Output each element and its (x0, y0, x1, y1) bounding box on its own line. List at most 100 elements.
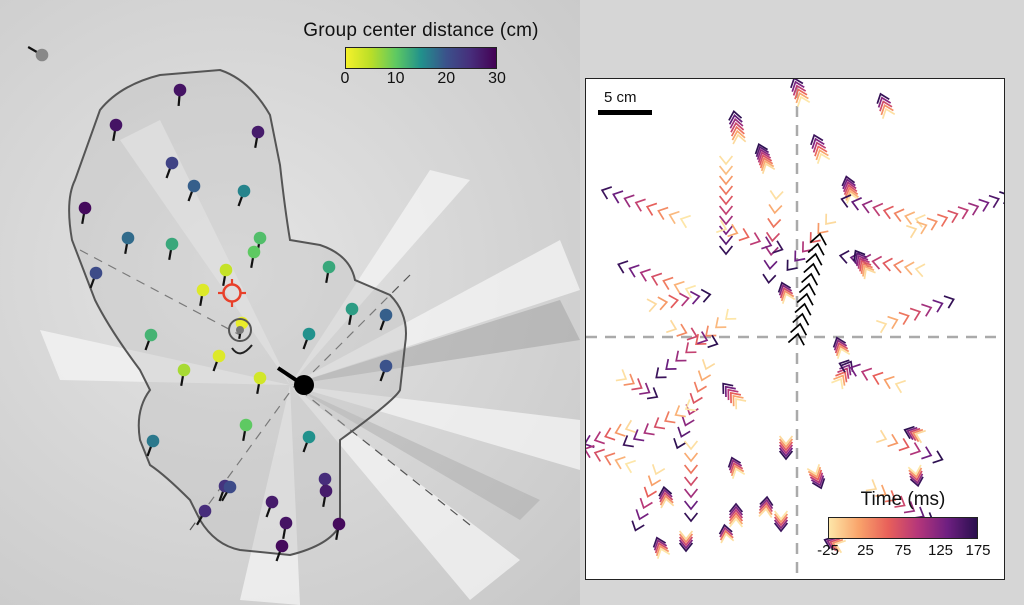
trajectory-chevron (728, 502, 744, 513)
trajectory-chevron (786, 259, 798, 272)
fish-trajectory (806, 464, 826, 490)
trajectory-chevron (781, 292, 796, 304)
trajectory-chevron (673, 437, 687, 450)
time-colorbar (828, 517, 978, 539)
fish-marker (302, 327, 316, 350)
fish-marker (219, 263, 233, 286)
trajectory-chevron (646, 387, 659, 400)
trajectory-chevron (835, 344, 850, 357)
fish-trajectory (777, 281, 796, 304)
fish-marker (253, 371, 267, 394)
shadow-fan (290, 300, 580, 385)
trajectory-chevron (914, 214, 926, 228)
trajectory-chevron (773, 510, 789, 521)
fish-head (165, 156, 179, 170)
fish-marker (345, 302, 359, 325)
fish-trajectory (832, 336, 851, 359)
trajectory-chevron (914, 429, 926, 444)
fish-trajectory (903, 425, 926, 444)
trajectory-chevron (683, 464, 699, 475)
trajectory-chevron (718, 205, 734, 216)
fish-trajectory (600, 186, 691, 229)
trajectory-chevron (829, 537, 841, 552)
trajectory-chevron (728, 113, 743, 125)
trajectory-chevron (689, 290, 701, 305)
trajectory-chevron (655, 544, 670, 557)
fish-head (237, 184, 251, 198)
trajectory-chevron (834, 342, 849, 354)
fish-trajectory (622, 399, 697, 448)
trajectory-chevron (664, 411, 676, 424)
trajectory-chevron (773, 513, 789, 524)
fish-head (78, 201, 92, 215)
trajectory-chevron (850, 197, 862, 211)
trajectory-chevron (837, 367, 850, 379)
trajectory-chevron (731, 129, 746, 141)
trajectory-chevron (622, 435, 634, 448)
trajectory-chevron (790, 322, 808, 336)
trajectory-chevron (635, 509, 649, 521)
trajectory-chevron (729, 462, 744, 474)
trajectory-chevron (831, 377, 844, 390)
fish-head (265, 495, 279, 509)
trajectory-chevron (660, 497, 675, 509)
fish-trajectory (615, 369, 659, 400)
fish-trajectory (631, 464, 666, 532)
trajectory-chevron (908, 467, 923, 479)
group-center-icon (228, 318, 252, 342)
trajectory-chevron (593, 431, 605, 445)
trajectory-chevron (791, 80, 805, 92)
trajectory-chevron (872, 202, 884, 217)
trajectory-chevron (679, 292, 690, 307)
trajectory-chevron (887, 315, 899, 330)
trajectory-chevron (879, 100, 893, 112)
fish-trajectory (907, 464, 924, 488)
trajectory-chevron (650, 272, 663, 286)
trajectory-chevron (600, 186, 613, 200)
trajectory-chevron (968, 202, 980, 216)
fish-marker (237, 184, 251, 207)
fish-trajectory (586, 419, 636, 449)
trajectory-chevron (724, 385, 736, 398)
trajectory-chevron (718, 175, 734, 186)
trajectory-chevron (728, 511, 744, 522)
fish-trajectory (758, 495, 774, 518)
trajectory-chevron (719, 529, 734, 541)
trajectory-chevron (876, 319, 888, 334)
trajectory-chevron (668, 294, 680, 309)
trajectory-chevron (894, 379, 906, 394)
distance-colorbar (345, 47, 497, 69)
trajectory-chevron (643, 423, 655, 436)
trajectory-chevron (768, 203, 783, 215)
fish-trajectory (678, 530, 694, 553)
trajectory-chevron (761, 236, 773, 250)
trajectory-chevron (779, 287, 794, 299)
trajectory-chevron (658, 485, 673, 497)
fish-marker (221, 480, 237, 502)
trajectory-chevron (907, 464, 922, 476)
trajectory-chevron (718, 215, 734, 226)
trajectory-chevron (684, 284, 696, 299)
trajectory-chevron (909, 307, 922, 321)
trajectory-chevron (632, 429, 645, 442)
trajectory-chevron (732, 133, 747, 145)
fish-marker (322, 260, 336, 283)
scalebar-label: 5 cm (604, 89, 637, 106)
trajectory-chevron (862, 265, 875, 277)
trajectory-chevron (865, 479, 878, 492)
fish-trajectory (722, 382, 747, 410)
fish-trajectory (727, 456, 746, 479)
fish-head (144, 328, 158, 342)
fish-head (198, 504, 212, 518)
trajectory-chevron (700, 288, 712, 303)
trajectory-chevron (697, 370, 712, 382)
trajectory-chevron (796, 292, 814, 306)
trajectory-chevron (796, 95, 811, 107)
light-fan (40, 330, 290, 385)
trajectory-chevron (808, 469, 823, 481)
trajectory-chevron (790, 79, 804, 89)
trajectory-chevron (809, 232, 827, 246)
trajectory-chevron (647, 475, 662, 487)
trajectory-chevron (718, 523, 733, 535)
fish-head (219, 263, 233, 277)
